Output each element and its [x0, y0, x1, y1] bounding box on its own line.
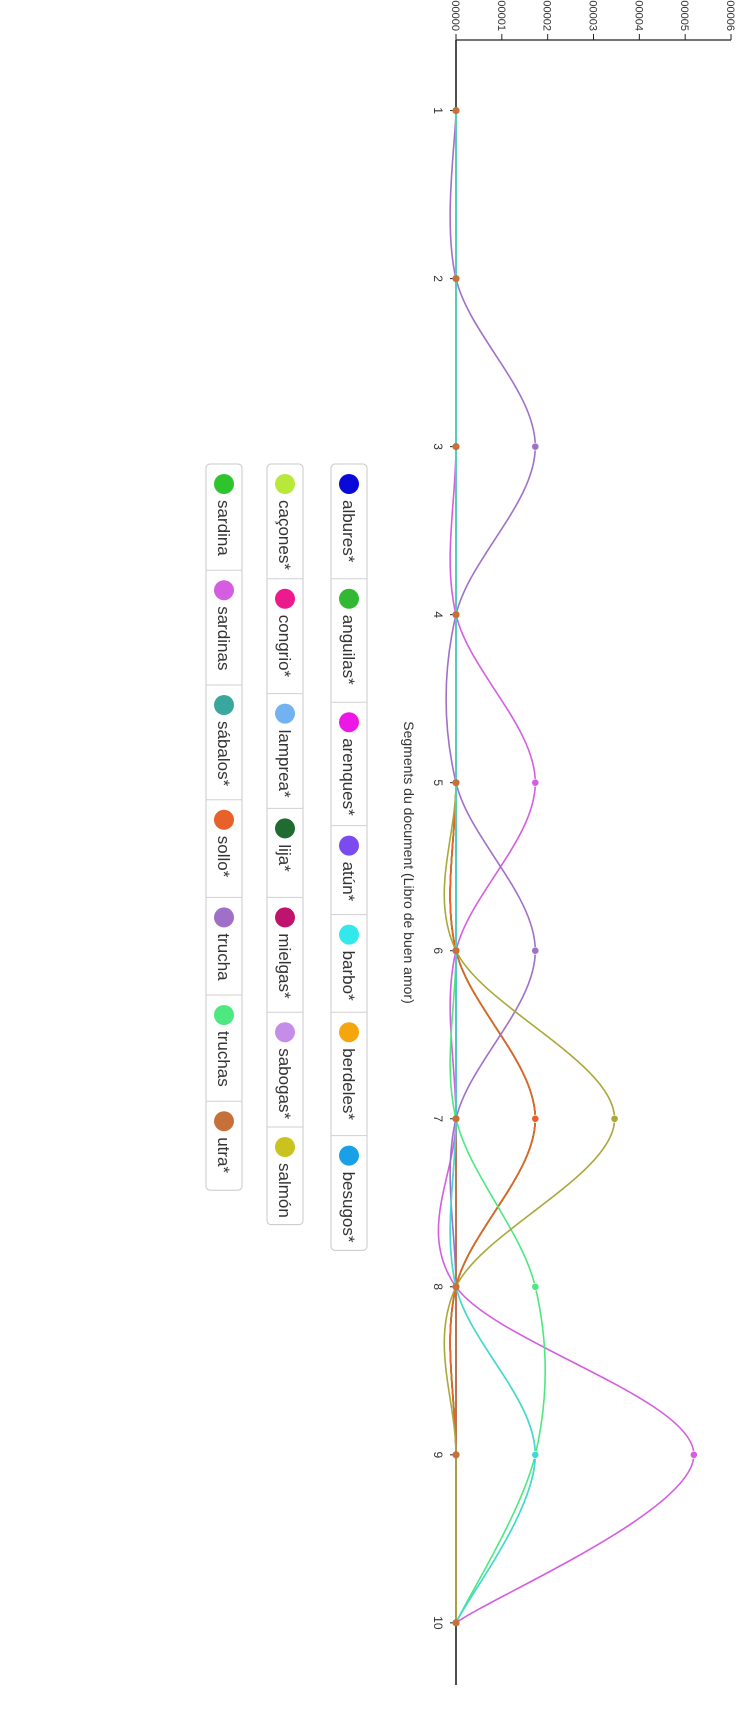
x-tick-label: 6: [431, 947, 445, 954]
legend-swatch: [275, 1022, 295, 1043]
x-tick-label: 2: [431, 275, 445, 282]
legend-box: [330, 463, 368, 1251]
series-points: [452, 106, 698, 1627]
series-line: [449, 110, 537, 1623]
data-point: [689, 1450, 698, 1459]
data-point: [531, 1450, 540, 1459]
y-tick-label: 0.00000: [449, 0, 461, 31]
data-point: [452, 611, 460, 619]
legend-swatch: [214, 809, 234, 830]
x-tick-label: 7: [431, 1115, 445, 1122]
series-line: [449, 110, 537, 1623]
legend-label: caçones*: [275, 500, 294, 570]
legend-swatch: [214, 1111, 234, 1132]
legend-label: anguilas*: [339, 615, 358, 685]
legend-label: barbo*: [339, 951, 358, 1001]
x-tick-label: 3: [431, 443, 445, 450]
legend-label: sábalos*: [214, 721, 233, 787]
legend-swatch: [214, 1005, 234, 1025]
series-line: [449, 110, 537, 1623]
legend-swatch: [339, 835, 359, 856]
legend-label: berdeles*: [339, 1048, 358, 1120]
legend-label: atún*: [339, 862, 358, 902]
legend-label: albures*: [339, 500, 358, 563]
series-line: [449, 110, 537, 1623]
chart-legend[interactable]: albures* anguilas* arenques* atún* barbo* ber…: [205, 463, 368, 1251]
legend-label: salmón: [275, 1163, 294, 1218]
legend-label: sabogas*: [275, 1048, 294, 1119]
legend-swatch: [339, 1145, 359, 1166]
legend-swatch: [275, 818, 295, 839]
series-line: [449, 110, 537, 1623]
data-point: [531, 778, 540, 787]
x-tick-label: 10: [431, 1616, 445, 1630]
data-point: [452, 947, 460, 955]
legend-swatch: [275, 1137, 295, 1157]
legend-swatch: [214, 474, 234, 494]
x-tick-label: 8: [431, 1283, 445, 1290]
data-point: [531, 1114, 540, 1123]
data-point: [531, 442, 540, 451]
series-line: [449, 110, 546, 1624]
data-point: [452, 1115, 460, 1123]
x-axis-title: Segments du document (Libro de buen amor…: [401, 721, 417, 1004]
y-tick-label: 0.00004: [632, 0, 644, 31]
legend-label: sardinas: [214, 606, 233, 670]
data-point: [452, 1283, 460, 1291]
x-tick-label: 4: [431, 611, 445, 618]
legend-swatch: [339, 712, 359, 733]
y-tick-label: 0.00001: [495, 0, 507, 31]
series-line: [449, 110, 537, 1623]
legend-swatch: [214, 580, 234, 601]
series-line: [445, 110, 537, 1623]
series-line: [443, 110, 616, 1623]
data-point: [531, 946, 540, 955]
legend-swatch: [275, 703, 295, 724]
legend-label: besugos*: [339, 1172, 358, 1243]
data-point: [452, 443, 460, 451]
series-line: [449, 110, 537, 1623]
legend-swatch: [214, 695, 234, 715]
data-point: [452, 779, 460, 787]
y-tick-label: 0.00006: [724, 0, 736, 31]
legend-label: sardina: [214, 500, 233, 556]
legend-label: congrio*: [275, 615, 294, 678]
legend-swatch: [339, 924, 359, 945]
data-point: [452, 1619, 460, 1627]
legend-swatch: [214, 907, 234, 928]
y-tick-label: 0.00002: [541, 0, 553, 31]
legend-swatch: [339, 474, 359, 494]
series-line: [449, 110, 537, 1624]
legend-label: lija*: [275, 844, 294, 872]
legend-label: trucha: [214, 933, 233, 981]
x-tick-label: 1: [431, 107, 445, 114]
legend-swatch: [275, 474, 295, 494]
y-tick-label: 0.00005: [678, 0, 690, 31]
data-point: [452, 275, 460, 283]
y-tick-label: 0.00003: [587, 0, 599, 31]
legend-swatch: [275, 907, 295, 928]
legend-label: utra*: [214, 1137, 233, 1173]
legend-label: arenques*: [339, 738, 358, 816]
legend-label: lamprea*: [275, 730, 294, 798]
series-lines: [437, 110, 695, 1624]
series-line: [437, 110, 695, 1624]
legend-swatch: [339, 588, 359, 609]
data-point: [452, 106, 460, 115]
data-point: [610, 1114, 619, 1123]
x-tick-label: 9: [431, 1451, 445, 1458]
legend-label: mielgas*: [275, 933, 294, 999]
legend-label: truchas: [214, 1031, 233, 1087]
legend-label: sollo*: [214, 836, 233, 878]
series-line: [449, 110, 537, 1624]
legend-swatch: [275, 588, 295, 609]
data-point: [452, 1451, 460, 1459]
legend-swatch: [339, 1022, 359, 1043]
x-tick-label: 5: [431, 779, 445, 786]
data-point: [531, 1282, 540, 1291]
